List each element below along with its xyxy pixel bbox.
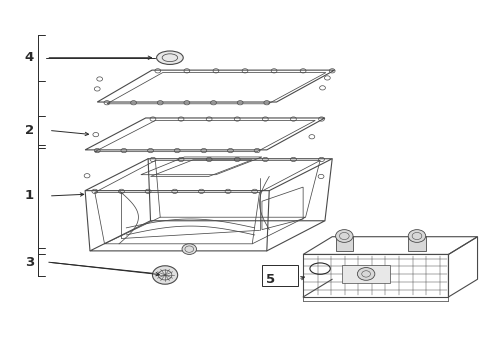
Circle shape xyxy=(408,230,426,242)
Text: 1: 1 xyxy=(25,189,34,202)
Bar xyxy=(336,236,353,251)
Polygon shape xyxy=(342,265,391,283)
Circle shape xyxy=(357,267,375,280)
Bar xyxy=(408,236,426,251)
Text: 5: 5 xyxy=(266,273,275,286)
Circle shape xyxy=(152,266,178,284)
Text: 4: 4 xyxy=(25,51,34,64)
Circle shape xyxy=(336,230,353,242)
Text: 2: 2 xyxy=(25,124,34,137)
Ellipse shape xyxy=(157,51,183,64)
Circle shape xyxy=(182,244,196,255)
Bar xyxy=(262,265,298,286)
Text: 3: 3 xyxy=(25,256,34,269)
